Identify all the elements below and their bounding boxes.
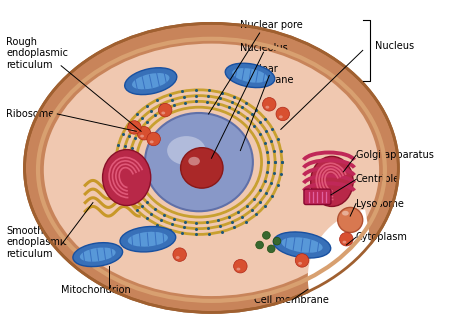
Circle shape xyxy=(267,245,275,253)
Ellipse shape xyxy=(180,148,223,188)
Text: Smooth
endoplasmic
reticulum: Smooth endoplasmic reticulum xyxy=(6,226,68,259)
Ellipse shape xyxy=(44,44,379,296)
Ellipse shape xyxy=(232,68,268,83)
Ellipse shape xyxy=(125,68,177,95)
Text: Centriole: Centriole xyxy=(356,174,400,184)
Text: Nuclear pore: Nuclear pore xyxy=(240,21,303,30)
Ellipse shape xyxy=(342,211,349,215)
Circle shape xyxy=(158,103,172,117)
Circle shape xyxy=(340,232,353,246)
Ellipse shape xyxy=(273,232,331,258)
Ellipse shape xyxy=(132,73,170,89)
Ellipse shape xyxy=(140,135,144,138)
Ellipse shape xyxy=(188,157,200,166)
Ellipse shape xyxy=(167,136,206,165)
Circle shape xyxy=(234,260,247,273)
Circle shape xyxy=(295,254,309,267)
Text: Ribosome: Ribosome xyxy=(6,109,54,119)
Ellipse shape xyxy=(298,262,302,265)
Ellipse shape xyxy=(237,268,240,270)
Text: Cytoplasm: Cytoplasm xyxy=(356,232,408,242)
Text: Nuclear
membrane: Nuclear membrane xyxy=(240,64,294,85)
Ellipse shape xyxy=(281,237,323,253)
Ellipse shape xyxy=(73,243,122,266)
Circle shape xyxy=(262,231,270,239)
Ellipse shape xyxy=(130,129,135,132)
Circle shape xyxy=(173,248,186,261)
Circle shape xyxy=(147,132,160,146)
Ellipse shape xyxy=(150,140,153,143)
Text: Rough
endoplasmic
reticulum: Rough endoplasmic reticulum xyxy=(6,37,68,70)
FancyBboxPatch shape xyxy=(304,189,331,205)
Text: Cell membrane: Cell membrane xyxy=(254,295,328,305)
Ellipse shape xyxy=(145,113,253,211)
Ellipse shape xyxy=(342,241,346,244)
Ellipse shape xyxy=(103,150,151,206)
Ellipse shape xyxy=(24,24,398,312)
Ellipse shape xyxy=(80,248,116,262)
Ellipse shape xyxy=(279,116,283,118)
Circle shape xyxy=(262,98,276,111)
Ellipse shape xyxy=(225,63,275,88)
Ellipse shape xyxy=(128,232,168,247)
Text: Golgi apparatus: Golgi apparatus xyxy=(356,150,434,161)
Ellipse shape xyxy=(120,226,176,252)
Ellipse shape xyxy=(162,112,165,115)
Text: Nucleus: Nucleus xyxy=(375,41,414,52)
Circle shape xyxy=(128,121,141,134)
Circle shape xyxy=(338,208,363,232)
Circle shape xyxy=(276,107,289,121)
Circle shape xyxy=(137,126,151,140)
Ellipse shape xyxy=(266,106,269,109)
Text: Lysosome: Lysosome xyxy=(356,199,404,209)
Ellipse shape xyxy=(310,156,353,207)
Text: Nucleolus: Nucleolus xyxy=(240,43,288,53)
Text: Mitochondrion: Mitochondrion xyxy=(61,285,131,295)
Wedge shape xyxy=(308,210,377,331)
Ellipse shape xyxy=(176,256,180,259)
Circle shape xyxy=(273,237,281,245)
Circle shape xyxy=(256,241,264,249)
